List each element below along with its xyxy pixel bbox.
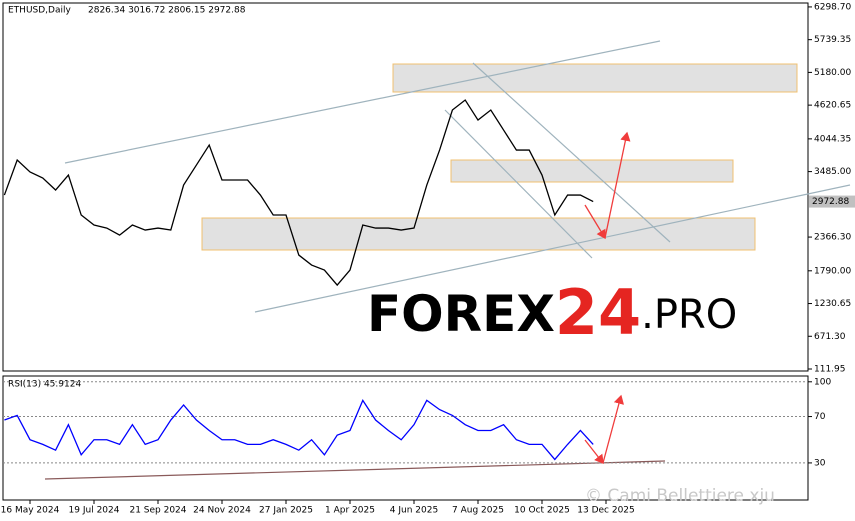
symbol: ETHUSD,Daily xyxy=(8,6,71,16)
forecast-arrow xyxy=(602,394,624,464)
forecast-arrow xyxy=(584,439,604,465)
y-tick-label: 1230.65 xyxy=(814,299,851,309)
y-tick-label: 111.95 xyxy=(814,365,846,375)
y-tick-label: 6298.70 xyxy=(814,2,851,12)
x-tick-label: 24 Nov 2024 xyxy=(193,506,251,516)
credit: © Cami Bellettiere xju xyxy=(585,486,775,506)
x-tick-label: 1 Apr 2025 xyxy=(325,506,375,516)
trend-line xyxy=(472,62,671,243)
series-line xyxy=(3,99,594,287)
price-tag: 2972.88 xyxy=(812,197,849,207)
rsi-trend-line xyxy=(44,460,666,480)
y-tick-label: 3485.00 xyxy=(814,167,851,177)
x-tick-label: 16 May 2024 xyxy=(1,506,60,516)
forecast-arrow xyxy=(604,131,631,239)
y-tick-label: 1790.00 xyxy=(814,266,851,276)
y-tick-label: 70 xyxy=(814,412,826,422)
y-tick-label: 100 xyxy=(814,377,831,387)
brand-suffix: .PRO xyxy=(641,292,737,338)
ohlc: 2826.34 3016.72 2806.15 2972.88 xyxy=(88,6,246,16)
x-tick-label: 21 Sep 2024 xyxy=(129,506,186,516)
x-tick-label: 13 Dec 2025 xyxy=(577,506,635,516)
support-zone xyxy=(201,217,756,251)
rsi-panel xyxy=(2,375,809,501)
resistance-zone xyxy=(392,63,798,93)
x-tick-label: 7 Aug 2025 xyxy=(452,506,504,516)
brand: FOREX xyxy=(367,285,555,343)
trend-line xyxy=(444,109,593,259)
y-tick-label: 4620.65 xyxy=(814,101,851,111)
watermark-brand: FOREX24.PRO xyxy=(367,276,737,349)
y-tick-label: 5739.35 xyxy=(814,35,851,45)
x-tick-label: 27 Jan 2025 xyxy=(259,506,313,516)
y-tick-label: 671.30 xyxy=(814,332,846,342)
rsi-title: RSI(13) 45.9124 xyxy=(8,380,81,390)
y-tick-label: 5180.00 xyxy=(814,68,851,78)
price-tag-bg xyxy=(809,195,855,208)
series-line xyxy=(4,398,594,461)
annotations xyxy=(44,40,851,480)
forecast-arrow xyxy=(584,204,606,240)
x-tick-label: 10 Oct 2025 xyxy=(514,506,570,516)
brand-number: 24 xyxy=(555,276,641,349)
watermark: FOREX24.PRO © Cami Bellettiere xju xyxy=(367,276,775,506)
x-tick-label: 4 Jun 2025 xyxy=(390,506,438,516)
channel-line xyxy=(64,40,661,164)
y-tick-label: 4044.35 xyxy=(814,134,851,144)
x-tick-label: 19 Jul 2024 xyxy=(69,506,120,516)
y-tick-label: 30 xyxy=(814,458,826,468)
channel-line xyxy=(254,184,851,313)
y-tick-label: 2366.30 xyxy=(814,233,851,243)
